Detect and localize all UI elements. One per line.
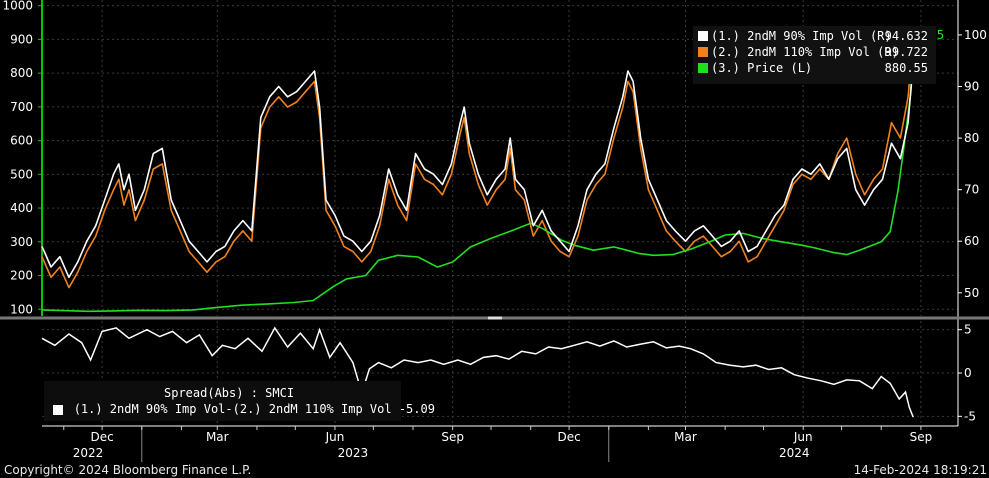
right-y-tick-label: 70 <box>964 183 979 197</box>
legend-label-price: (3.) Price (L) <box>711 61 813 75</box>
spread-lines <box>41 326 914 418</box>
x-tick-label: Mar <box>206 430 229 444</box>
vol90-line <box>41 62 914 279</box>
left-y-tick-label: 400 <box>10 201 33 215</box>
spread-series-name: (1.) 2ndM 90% Imp Vol-(2.) 2ndM 110% Imp… <box>73 402 392 416</box>
x-year-label: 2024 <box>779 446 810 460</box>
spread-legend[interactable]: Spread(Abs) : SMCI (1.) 2ndM 90% Imp Vol… <box>44 381 435 421</box>
legend-label-vol110: (2.) 2ndM 110% Imp Vol (R) <box>711 45 899 59</box>
left-y-tick-label: 700 <box>10 100 33 114</box>
legend-value-vol110: 99.722 <box>884 45 928 59</box>
left-y-tick-label: 900 <box>10 32 33 46</box>
right-y-tick-label: 90 <box>964 80 979 94</box>
spread-legend-row: (1.) 2ndM 90% Imp Vol-(2.) 2ndM 110% Imp… <box>52 402 435 416</box>
x-tick-label: Sep <box>910 430 933 444</box>
legend-label-vol90: (1.) 2ndM 90% Imp Vol (R) <box>711 29 892 43</box>
spread-title: Spread(Abs) : SMCI <box>164 386 295 400</box>
left-y-tick-label: 600 <box>10 134 33 148</box>
spread-y-tick-label: 0 <box>964 366 972 380</box>
x-tick-label: Sep <box>441 430 464 444</box>
axis-ticks: Dec Mar Jun Sep Dec Mar Jun Sep 2022 2023 2024 100 2… <box>2 0 987 462</box>
left-y-tick-label: 100 <box>10 302 33 316</box>
legend-swatch-vol90 <box>698 31 708 41</box>
left-y-tick-label: 300 <box>10 235 33 249</box>
right-y-tick-label: 100 <box>964 28 987 42</box>
legend-value-vol90: 94.632 <box>884 29 928 43</box>
x-year-label: 2022 <box>73 446 104 460</box>
legend-item-vol110[interactable]: (2.) 2ndM 110% Imp Vol (R) 99.722 <box>693 44 936 60</box>
price-line <box>41 45 914 313</box>
spread-line <box>41 326 914 418</box>
spread-y-tick-label: -5 <box>964 409 976 423</box>
spread-swatch <box>53 405 63 415</box>
spread-last-value: -5.09 <box>398 402 435 416</box>
legend-item-vol90[interactable]: (1.) 2ndM 90% Imp Vol (R) 94.632 <box>693 28 936 44</box>
legend-swatch-price <box>698 63 708 73</box>
right-y-tick-label: 50 <box>964 286 979 300</box>
x-tick-label: Jun <box>793 430 813 444</box>
vol110-line <box>41 36 914 289</box>
series-lines <box>41 36 914 313</box>
legend-item-price[interactable]: (3.) Price (L) 880.55 <box>693 60 936 76</box>
x-tick-label: Mar <box>674 430 697 444</box>
copyright-text: Copyright© 2024 Bloomberg Finance L.P. <box>4 463 252 477</box>
left-y-tick-label: 800 <box>10 66 33 80</box>
x-tick-label: Dec <box>91 430 114 444</box>
legend-value-price: 880.55 <box>884 61 928 75</box>
x-tick-label: Dec <box>557 430 580 444</box>
x-tick-label: Jun <box>325 430 345 444</box>
timestamp-text: 14-Feb-2024 18:19:21 <box>853 463 987 477</box>
left-y-tick-label: 200 <box>10 269 33 283</box>
legend-swatch-vol110 <box>698 47 708 57</box>
legend[interactable]: (1.) 2ndM 90% Imp Vol (R) 94.632 (2.) 2n… <box>693 26 936 84</box>
left-y-tick-label: 500 <box>10 167 33 181</box>
x-year-label: 2023 <box>338 446 369 460</box>
right-y-tick-label: 80 <box>964 131 979 145</box>
spread-y-tick-label: 5 <box>964 323 972 337</box>
right-y-tick-label: 60 <box>964 234 979 248</box>
left-y-tick-label: 1000 <box>2 0 33 13</box>
